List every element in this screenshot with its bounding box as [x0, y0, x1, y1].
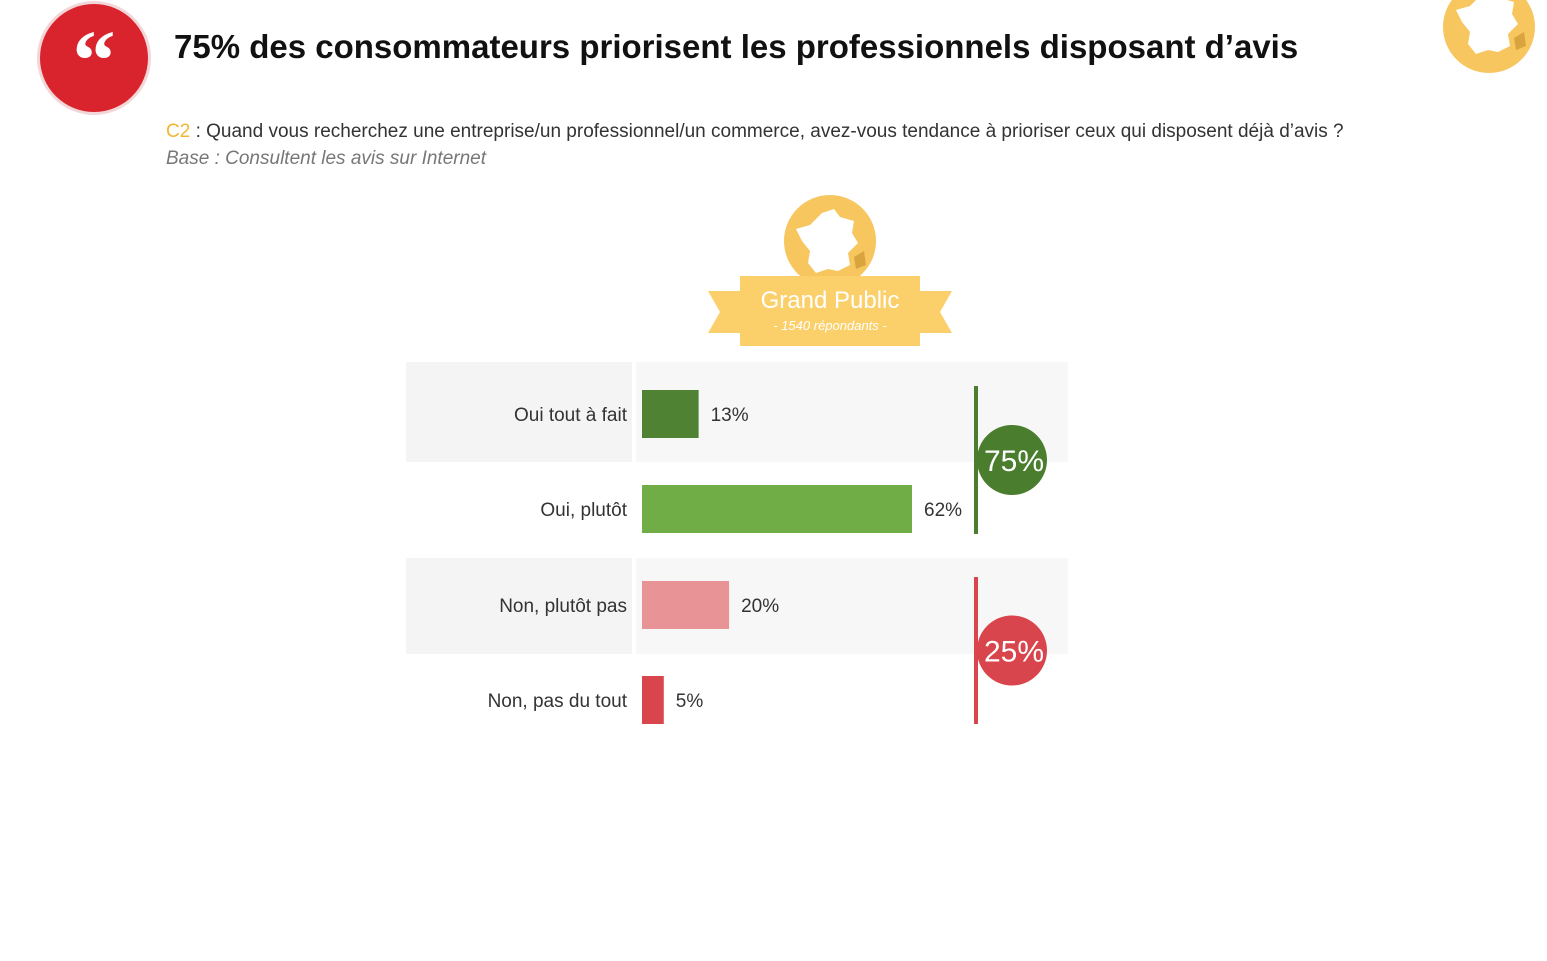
value-label: 20% [741, 596, 779, 617]
label-band-2 [406, 558, 632, 654]
question-text: C2 : Quand vous recherchez une entrepris… [166, 121, 1344, 143]
page-title: 75% des consommateurs priorisent les pro… [174, 28, 1299, 65]
badge-title: Grand Public [760, 287, 900, 314]
france-map-icon [1443, 0, 1535, 73]
question-body: : Quand vous recherchez une entreprise/u… [190, 121, 1344, 142]
base-note: Base : Consultent les avis sur Internet [166, 148, 486, 169]
category-label: Non, pas du tout [488, 691, 628, 712]
value-label: 5% [676, 691, 704, 712]
value-label: 62% [924, 500, 962, 521]
quote-badge: “ [40, 4, 148, 112]
group-circle [977, 425, 1047, 495]
category-label: Non, plutôt pas [499, 596, 627, 617]
bar [642, 390, 699, 438]
group-total-label: 75% [984, 445, 1044, 478]
quote-icon: “ [72, 12, 116, 108]
badge-label: Grand Public - 1540 répondants - [740, 276, 920, 346]
label-band-1 [406, 362, 632, 462]
group-circle [977, 615, 1047, 686]
question-code: C2 [166, 121, 191, 142]
category-label: Oui tout à fait [514, 405, 628, 426]
group-total-label: 25% [984, 636, 1044, 669]
group-bracket [974, 386, 978, 534]
value-label: 13% [711, 405, 749, 426]
group-bracket [974, 577, 978, 724]
badge-subtitle: - 1540 répondants - [773, 318, 887, 333]
grand-public-badge [708, 195, 952, 333]
bar [642, 676, 664, 724]
bar [642, 581, 730, 629]
bar [642, 485, 912, 533]
category-label: Oui, plutôt [540, 500, 627, 521]
